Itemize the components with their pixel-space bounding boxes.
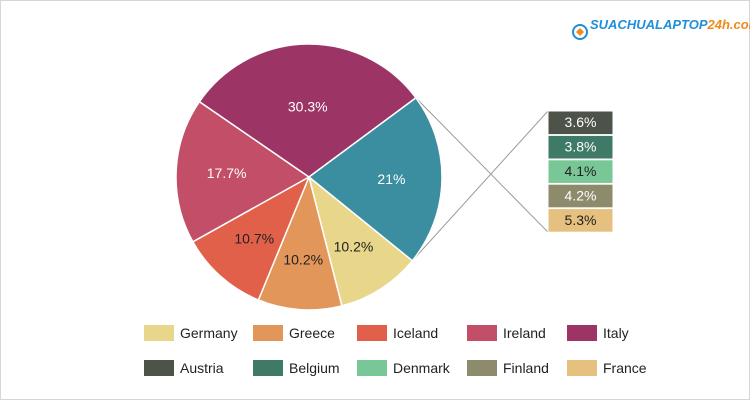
legend-label-italy: Italy <box>603 325 629 341</box>
legend-label-ireland: Ireland <box>503 325 546 341</box>
logo-icon <box>572 24 588 40</box>
legend-swatch-italy <box>567 325 597 341</box>
legend-swatch-denmark <box>357 360 387 376</box>
secondary-bar: 3.6% 3.8% 4.1% 4.2% 5.3% <box>547 110 614 233</box>
pie-slice-other <box>307 96 443 262</box>
legend-item-ireland: Ireland <box>467 325 546 341</box>
legend-label-germany: Germany <box>180 325 238 341</box>
connector-lines <box>411 97 549 262</box>
data-label-ireland: 17.7% <box>207 165 247 181</box>
data-label-france: 5.3% <box>565 212 597 228</box>
legend-label-france: France <box>603 360 647 376</box>
bar-segment-france <box>547 208 614 233</box>
legend-swatch-ireland <box>467 325 497 341</box>
legend-swatch-belgium <box>253 360 283 376</box>
connector-line-top <box>411 110 549 262</box>
legend-swatch-france <box>567 360 597 376</box>
legend-item-finland: Finland <box>467 360 549 376</box>
pie-slice-greece <box>257 174 343 311</box>
legend-item-belgium: Belgium <box>253 360 340 376</box>
data-label-denmark: 4.1% <box>565 163 597 179</box>
data-label-belgium: 3.8% <box>565 139 597 155</box>
legend-swatch-greece <box>253 325 283 341</box>
legend-item-italy: Italy <box>567 325 629 341</box>
legend-item-iceland: Iceland <box>357 325 438 341</box>
data-label-finland: 4.2% <box>565 187 597 203</box>
svg-text:SUACHUALAPTOP24h.com: SUACHUALAPTOP24h.com <box>590 17 750 32</box>
watermark-logo: SUACHUALAPTOP24h.com <box>572 17 750 40</box>
legend-item-denmark: Denmark <box>357 360 451 376</box>
legend-label-greece: Greece <box>289 325 335 341</box>
legend-label-belgium: Belgium <box>289 360 340 376</box>
logo-text-accent: 24h.com <box>707 17 750 32</box>
legend-swatch-germany <box>144 325 174 341</box>
legend-item-germany: Germany <box>144 325 238 341</box>
connector-line-bottom <box>415 97 549 233</box>
data-label-greece: 10.2% <box>283 251 323 267</box>
pie-slice-italy <box>198 43 417 178</box>
legend-item-greece: Greece <box>253 325 335 341</box>
legend-label-iceland: Iceland <box>393 325 438 341</box>
legend-label-austria: Austria <box>180 360 224 376</box>
pie-slice-germany <box>307 174 414 307</box>
data-label-italy: 30.3% <box>288 99 328 115</box>
data-label-iceland: 10.7% <box>234 231 274 247</box>
bar-segment-belgium <box>547 134 614 160</box>
legend-label-finland: Finland <box>503 360 549 376</box>
pie-slice-iceland <box>191 175 311 301</box>
legend-item-france: France <box>567 360 647 376</box>
legend-item-austria: Austria <box>144 360 224 376</box>
legend: Germany Greece Iceland Ireland Italy Austria B… <box>144 325 647 376</box>
data-label-germany: 10.2% <box>334 238 374 254</box>
legend-swatch-austria <box>144 360 174 376</box>
legend-swatch-iceland <box>357 325 387 341</box>
bar-segment-finland <box>547 183 614 209</box>
legend-swatch-finland <box>467 360 497 376</box>
logo-text-main: SUACHUALAPTOP <box>590 17 708 32</box>
bar-segment-austria <box>547 110 614 136</box>
legend-label-denmark: Denmark <box>393 360 451 376</box>
data-label-other: 21% <box>377 171 405 187</box>
data-label-austria: 3.6% <box>565 114 597 130</box>
bar-segment-denmark <box>547 159 614 184</box>
pie: 10.2% 10.2% 10.7% 17.7% 30.3% 21% <box>175 43 443 311</box>
pie-slice-ireland <box>175 100 311 243</box>
